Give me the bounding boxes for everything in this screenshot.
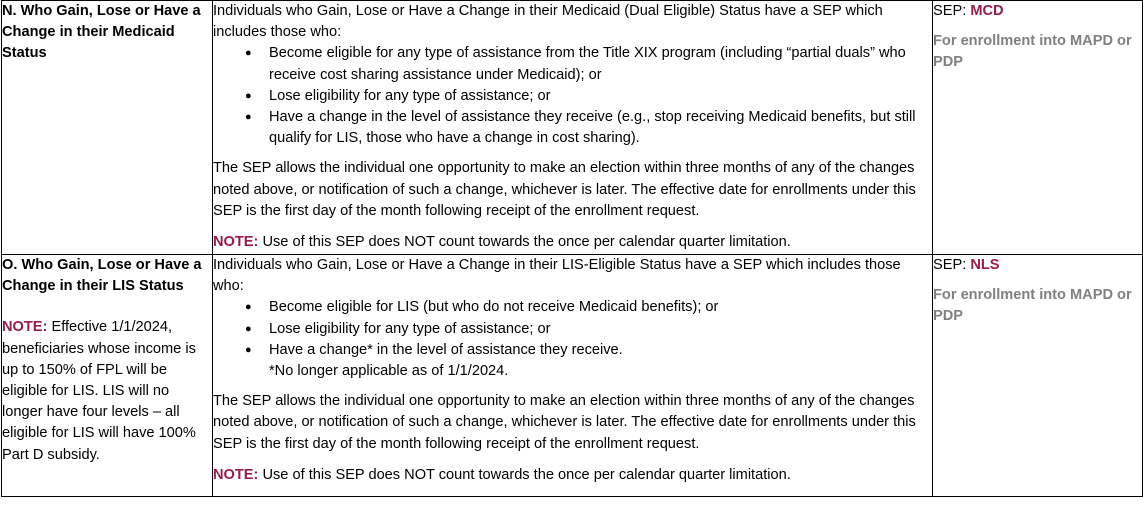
- bullet-icon: ●: [245, 322, 252, 335]
- sep-code-cell: SEP: NLS For enrollment into MAPD or PDP: [932, 254, 1143, 497]
- list-item-text: Have a change in the level of assistance…: [269, 109, 916, 147]
- list-item-text: Have a change* in the level of assistanc…: [269, 341, 623, 358]
- sep-code-line: SEP: NLS: [933, 255, 1142, 276]
- bullet-icon: ●: [245, 89, 252, 102]
- note-label: NOTE:: [213, 234, 259, 251]
- enrollment-scope: For enrollment into MAPD or PDP: [933, 33, 1132, 71]
- sep-note: NOTE: Use of this SEP does NOT count tow…: [213, 465, 932, 486]
- list-item: ● Become eligible for LIS (but who do no…: [245, 297, 932, 318]
- table-row: O. Who Gain, Lose or Have a Change in th…: [1, 254, 1143, 497]
- sep-category-cell: O. Who Gain, Lose or Have a Change in th…: [1, 254, 213, 497]
- sep-description-cell: Individuals who Gain, Lose or Have a Cha…: [212, 0, 933, 255]
- sep-code: MCD: [970, 3, 1004, 19]
- table-row: N. Who Gain, Lose or Have a Change in th…: [1, 0, 1143, 255]
- bullet-icon: ●: [245, 111, 252, 124]
- note-label: NOTE:: [213, 466, 259, 483]
- bullet-icon: ●: [245, 343, 252, 356]
- sep-category-title: O. Who Gain, Lose or Have a Change in th…: [2, 257, 202, 295]
- sep-label: SEP:: [933, 257, 971, 273]
- eligibility-list: ● Become eligible for any type of assist…: [213, 43, 932, 149]
- sep-intro-text: Individuals who Gain, Lose or Have a Cha…: [213, 257, 901, 295]
- side-note: NOTE: Effective 1/1/2024, beneficiaries …: [2, 317, 212, 465]
- list-item: ● Become eligible for any type of assist…: [245, 43, 932, 85]
- enrollment-scope: For enrollment into MAPD or PDP: [933, 287, 1132, 325]
- list-item-text: Become eligible for any type of assistan…: [269, 45, 906, 83]
- sep-description-cell: Individuals who Gain, Lose or Have a Cha…: [212, 254, 933, 497]
- sep-code-cell: SEP: MCD For enrollment into MAPD or PDP: [932, 0, 1143, 255]
- sep-code-line: SEP: MCD: [933, 1, 1142, 22]
- eligibility-list: ● Become eligible for LIS (but who do no…: [213, 297, 932, 382]
- bullet-icon: ●: [245, 47, 252, 60]
- bullet-icon: ●: [245, 301, 252, 314]
- list-item-text: Become eligible for LIS (but who do not …: [269, 299, 719, 316]
- note-text: Use of this SEP does NOT count towards t…: [258, 466, 791, 483]
- sep-intro-text: Individuals who Gain, Lose or Have a Cha…: [213, 3, 883, 41]
- list-item-text: Lose eligibility for any type of assista…: [269, 87, 551, 104]
- sep-code: NLS: [970, 257, 1000, 273]
- list-item: ● Lose eligibility for any type of assis…: [245, 86, 932, 107]
- list-item: ● Have a change* in the level of assista…: [245, 340, 932, 382]
- sep-body-text: The SEP allows the individual one opport…: [213, 393, 916, 452]
- list-item-subnote: *No longer applicable as of 1/1/2024.: [269, 363, 509, 380]
- sep-label: SEP:: [933, 3, 971, 19]
- list-item: ● Lose eligibility for any type of assis…: [245, 319, 932, 340]
- sep-table: N. Who Gain, Lose or Have a Change in th…: [1, 0, 1143, 497]
- sep-category-cell: N. Who Gain, Lose or Have a Change in th…: [1, 0, 213, 255]
- note-text: Use of this SEP does NOT count towards t…: [258, 234, 791, 251]
- sep-note: NOTE: Use of this SEP does NOT count tow…: [213, 232, 932, 253]
- list-item-text: Lose eligibility for any type of assista…: [269, 320, 551, 337]
- sep-body-text: The SEP allows the individual one opport…: [213, 160, 916, 219]
- list-item: ● Have a change in the level of assistan…: [245, 107, 932, 149]
- sep-category-title: N. Who Gain, Lose or Have a Change in th…: [2, 3, 201, 62]
- note-text: Effective 1/1/2024, beneficiaries whose …: [2, 319, 196, 463]
- note-label: NOTE:: [2, 319, 48, 336]
